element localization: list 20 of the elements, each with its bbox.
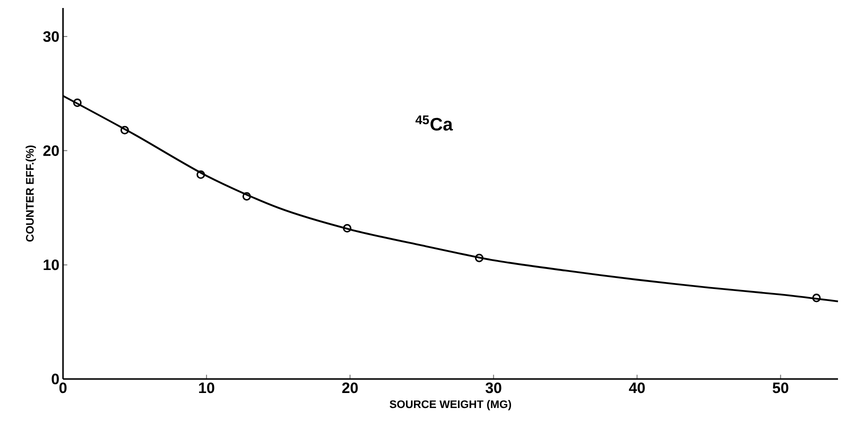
x-tick-label: 10 bbox=[199, 382, 214, 394]
x-tick-label: 20 bbox=[342, 382, 358, 394]
x-tick-label: 0 bbox=[59, 382, 67, 394]
annotation: $^{45}$Ca bbox=[415, 115, 453, 131]
point bbox=[242, 192, 251, 201]
point bbox=[342, 224, 352, 233]
point bbox=[812, 294, 821, 302]
point bbox=[474, 254, 484, 262]
y-tick-label: 10 bbox=[44, 260, 59, 270]
x-tick-label: 30 bbox=[486, 382, 502, 394]
y-tick-label: 30 bbox=[43, 31, 59, 42]
x-tick-label: 50 bbox=[772, 382, 788, 394]
point bbox=[73, 98, 82, 107]
point bbox=[120, 126, 129, 134]
point bbox=[196, 170, 206, 179]
y-tick-label: 20 bbox=[43, 145, 59, 156]
y-axis-title: COUNTER EFF.(%) bbox=[26, 145, 36, 242]
x-tick-label: 40 bbox=[628, 382, 645, 394]
y-tick-label: 0 bbox=[52, 374, 59, 384]
x-axis-title: SOURCE WEIGHT (MG) bbox=[390, 400, 512, 410]
